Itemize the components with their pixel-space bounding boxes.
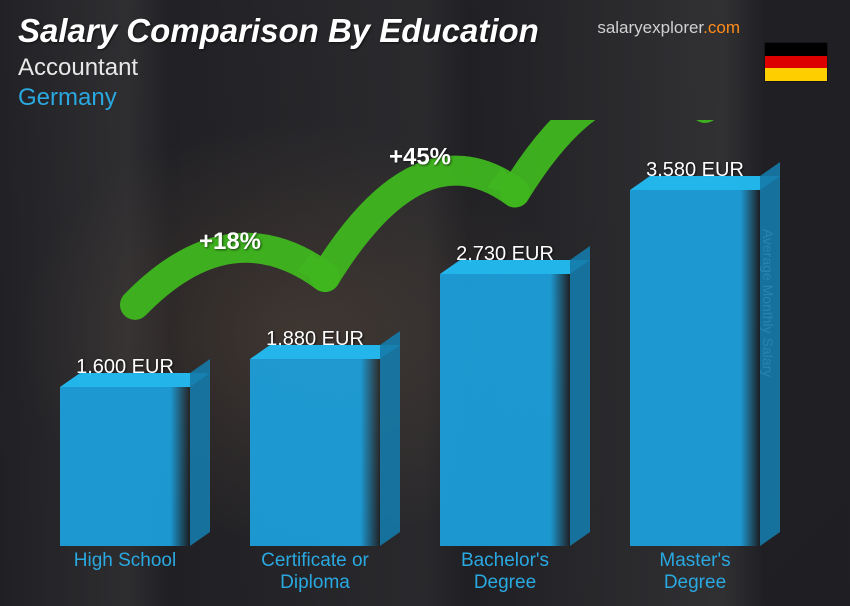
bar-shape-1 (250, 359, 380, 546)
country-subtitle: Germany (18, 84, 117, 112)
flag-stripe-2 (765, 68, 827, 81)
bar-side-face (760, 162, 780, 546)
bar-side-face (570, 246, 590, 546)
bar-3: 3,580 EUR (600, 159, 790, 546)
job-subtitle: Accountant (18, 54, 138, 82)
flag-icon (764, 42, 828, 82)
xlabel-3: Master'sDegree (600, 550, 790, 594)
flag-stripe-0 (765, 43, 827, 56)
bars-container: 1,600 EUR1,880 EUR2,730 EUR3,580 EUR (30, 120, 790, 546)
xlabel-2: Bachelor'sDegree (410, 550, 600, 594)
bar-top-face (250, 345, 400, 359)
bar-side-face (380, 331, 400, 546)
bar-front-face (60, 387, 190, 546)
bar-shape-0 (60, 387, 190, 546)
xlabels-container: High SchoolCertificate orDiplomaBachelor… (30, 550, 790, 594)
bar-shape-3 (630, 190, 760, 546)
watermark-domain: .com (703, 18, 740, 37)
xlabel-0: High School (30, 550, 220, 594)
watermark-text: salaryexplorer.com (597, 18, 740, 38)
bar-top-face (60, 373, 210, 387)
content-layer: Salary Comparison By Education Accountan… (0, 0, 850, 606)
bar-side-face (190, 359, 210, 546)
bar-shape-2 (440, 274, 570, 546)
flag-stripe-1 (765, 56, 827, 69)
bar-0: 1,600 EUR (30, 356, 220, 546)
bar-front-face (440, 274, 570, 546)
watermark-base: salaryexplorer (597, 18, 703, 37)
bar-top-face (630, 176, 780, 190)
bar-front-face (630, 190, 760, 546)
bar-front-face (250, 359, 380, 546)
xlabel-1: Certificate orDiploma (220, 550, 410, 594)
chart-title: Salary Comparison By Education (18, 12, 539, 50)
bar-2: 2,730 EUR (410, 243, 600, 546)
chart-area: 1,600 EUR1,880 EUR2,730 EUR3,580 EUR Hig… (30, 120, 790, 594)
bar-top-face (440, 260, 590, 274)
bar-1: 1,880 EUR (220, 328, 410, 546)
